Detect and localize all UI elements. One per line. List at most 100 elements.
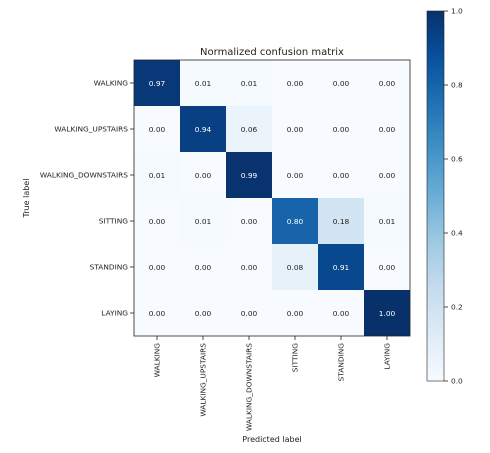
cell-value-label: 0.99 bbox=[241, 171, 258, 180]
heatmap-cell bbox=[180, 290, 226, 336]
colorbar-tick-label: 0.4 bbox=[451, 229, 463, 238]
heatmap-cell bbox=[226, 290, 272, 336]
heatmap-cell bbox=[272, 106, 318, 152]
colorbar-tick-label: 0.0 bbox=[451, 377, 463, 386]
heatmap-cell bbox=[318, 198, 364, 244]
heatmap-cell bbox=[226, 152, 272, 198]
heatmap-value-labels: 0.97 0.01 0.01 0.00 0.00 0.00 0.00 0.94 0.06 0.00… bbox=[149, 79, 396, 318]
heatmap-cell bbox=[226, 198, 272, 244]
heatmap-cell bbox=[226, 244, 272, 290]
heatmap-cell bbox=[180, 198, 226, 244]
colorbar-ticks: 0.0 0.2 0.4 0.6 0.8 1.0 bbox=[444, 7, 463, 386]
cell-value-label: 0.00 bbox=[149, 309, 166, 318]
heatmap-cell bbox=[134, 244, 180, 290]
heatmap-cell bbox=[318, 106, 364, 152]
cell-value-label: 0.06 bbox=[241, 125, 258, 134]
heatmap-cell bbox=[364, 198, 410, 244]
x-axis-ticks: WALKING WALKING_UPSTAIRS WALKING_DOWNSTAIR… bbox=[153, 336, 392, 431]
colorbar-tick-label: 1.0 bbox=[451, 7, 463, 16]
heatmap-cell bbox=[272, 290, 318, 336]
cell-value-label: 0.00 bbox=[379, 263, 396, 272]
y-tick-label: LAYING bbox=[101, 309, 128, 318]
x-axis-label: Predicted label bbox=[242, 435, 301, 444]
cell-value-label: 0.00 bbox=[149, 125, 166, 134]
y-tick-label: STANDING bbox=[90, 263, 129, 272]
chart-title: Normalized confusion matrix bbox=[200, 47, 344, 58]
heatmap-cell bbox=[364, 60, 410, 106]
heatmap-cell bbox=[134, 152, 180, 198]
cell-value-label: 0.00 bbox=[241, 309, 258, 318]
cell-value-label: 0.00 bbox=[149, 217, 166, 226]
x-tick-label: LAYING bbox=[383, 343, 392, 370]
cell-value-label: 0.91 bbox=[333, 263, 350, 272]
cell-value-label: 0.01 bbox=[149, 171, 166, 180]
colorbar bbox=[426, 10, 445, 382]
heatmap-cell bbox=[180, 152, 226, 198]
y-axis-ticks: WALKING WALKING_UPSTAIRS WALKING_DOWNSTAIR… bbox=[40, 79, 134, 318]
cell-value-label: 0.00 bbox=[287, 79, 304, 88]
heatmap-cell bbox=[226, 106, 272, 152]
heatmap-cell bbox=[318, 60, 364, 106]
heatmap-cells bbox=[134, 60, 410, 336]
cell-value-label: 0.00 bbox=[379, 171, 396, 180]
x-tick-label: WALKING_DOWNSTAIRS bbox=[245, 343, 254, 431]
cell-value-label: 1.00 bbox=[379, 309, 396, 318]
y-axis-label: True label bbox=[22, 179, 31, 219]
cell-value-label: 0.01 bbox=[195, 79, 212, 88]
heatmap-cell bbox=[180, 60, 226, 106]
heatmap-cell bbox=[134, 106, 180, 152]
x-tick-label: STANDING bbox=[337, 343, 346, 382]
cell-value-label: 0.00 bbox=[333, 79, 350, 88]
heatmap-cell bbox=[272, 60, 318, 106]
cell-value-label: 0.00 bbox=[241, 217, 258, 226]
cell-value-label: 0.00 bbox=[195, 309, 212, 318]
heatmap-cell bbox=[134, 60, 180, 106]
cell-value-label: 0.94 bbox=[195, 125, 212, 134]
cell-value-label: 0.00 bbox=[333, 171, 350, 180]
cell-value-label: 0.18 bbox=[333, 217, 350, 226]
y-tick-label: WALKING bbox=[94, 79, 129, 88]
cell-value-label: 0.01 bbox=[195, 217, 212, 226]
y-tick-label: WALKING_UPSTAIRS bbox=[54, 125, 128, 134]
cell-value-label: 0.00 bbox=[149, 263, 166, 272]
heatmap-cell bbox=[180, 244, 226, 290]
cell-value-label: 0.00 bbox=[333, 125, 350, 134]
cell-value-label: 0.00 bbox=[195, 263, 212, 272]
colorbar-tick-label: 0.6 bbox=[451, 155, 463, 164]
cell-value-label: 0.00 bbox=[241, 263, 258, 272]
cell-value-label: 0.00 bbox=[287, 309, 304, 318]
heatmap-cell bbox=[134, 198, 180, 244]
cell-value-label: 0.00 bbox=[379, 125, 396, 134]
cell-value-label: 0.01 bbox=[241, 79, 258, 88]
heatmap-cell bbox=[364, 152, 410, 198]
heatmap-cell bbox=[364, 290, 410, 336]
colorbar-tick-label: 0.2 bbox=[451, 303, 463, 312]
x-tick-label: WALKING_UPSTAIRS bbox=[199, 343, 208, 417]
heatmap-cell bbox=[180, 106, 226, 152]
heatmap-cell bbox=[272, 152, 318, 198]
heatmap-cell bbox=[272, 244, 318, 290]
cell-value-label: 0.80 bbox=[287, 217, 304, 226]
cell-value-label: 0.00 bbox=[379, 79, 396, 88]
cell-value-label: 0.01 bbox=[379, 217, 396, 226]
heatmap-cell bbox=[318, 244, 364, 290]
cell-value-label: 0.00 bbox=[287, 171, 304, 180]
heatmap-cell bbox=[134, 290, 180, 336]
heatmap-cell bbox=[318, 290, 364, 336]
cell-value-label: 0.00 bbox=[195, 171, 212, 180]
heatmap-cell bbox=[364, 106, 410, 152]
colorbar-tick-label: 0.8 bbox=[451, 81, 463, 90]
heatmap-cell bbox=[272, 198, 318, 244]
y-tick-label: WALKING_DOWNSTAIRS bbox=[40, 171, 128, 180]
cell-value-label: 0.00 bbox=[287, 125, 304, 134]
heatmap-cell bbox=[318, 152, 364, 198]
cell-value-label: 0.97 bbox=[149, 79, 166, 88]
y-tick-label: SITTING bbox=[99, 217, 128, 226]
cell-value-label: 0.08 bbox=[287, 263, 304, 272]
heatmap-cell bbox=[226, 60, 272, 106]
x-tick-label: SITTING bbox=[291, 343, 300, 372]
heatmap-frame bbox=[133, 59, 411, 337]
heatmap-cell bbox=[364, 244, 410, 290]
cell-value-label: 0.00 bbox=[333, 309, 350, 318]
